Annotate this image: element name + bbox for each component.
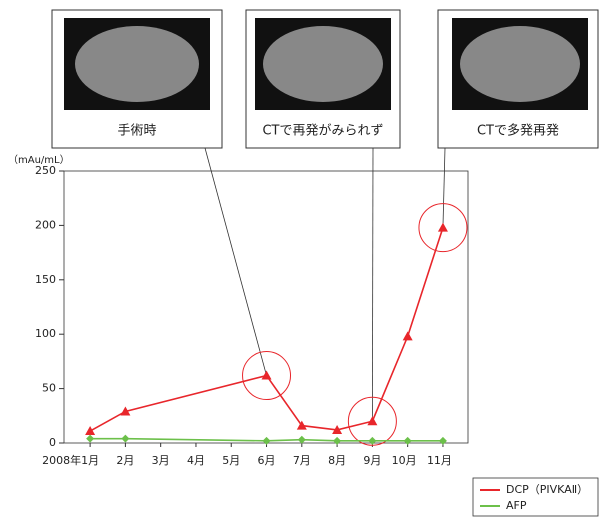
point bbox=[262, 371, 272, 380]
point bbox=[85, 426, 95, 435]
y-tick-label: 150 bbox=[35, 273, 56, 286]
series-line bbox=[90, 228, 443, 431]
x-tick-label: 7月 bbox=[293, 454, 311, 467]
leader-line bbox=[443, 148, 445, 228]
point bbox=[438, 223, 448, 232]
ct-image bbox=[75, 26, 199, 102]
legend-label: DCP（PIVKAⅡ） bbox=[506, 483, 588, 496]
y-tick-label: 50 bbox=[42, 382, 56, 395]
ct-image bbox=[460, 26, 580, 102]
x-tick-label: 9月 bbox=[363, 454, 381, 467]
point bbox=[263, 437, 271, 445]
point bbox=[404, 437, 412, 445]
leader-line bbox=[205, 148, 267, 376]
y-tick-label: 250 bbox=[35, 164, 56, 177]
point bbox=[403, 331, 413, 340]
point bbox=[439, 437, 447, 445]
point bbox=[86, 435, 94, 443]
point bbox=[368, 437, 376, 445]
x-tick-label: 6月 bbox=[258, 454, 276, 467]
x-tick-label: 2008年1月 bbox=[42, 453, 99, 467]
annotation-text: 手術時 bbox=[117, 124, 156, 139]
chart: （mAu/mL） 0501001502002502008年1月2月3月4月5月6… bbox=[0, 0, 599, 517]
point bbox=[298, 436, 306, 444]
x-tick-label: 2月 bbox=[116, 454, 134, 467]
x-tick-label: 3月 bbox=[152, 454, 170, 467]
leader-line bbox=[372, 148, 373, 421]
legend-label: AFP bbox=[506, 499, 527, 512]
point bbox=[333, 437, 341, 445]
plot-frame bbox=[64, 171, 468, 443]
ct-image bbox=[263, 26, 383, 102]
x-tick-label: 8月 bbox=[328, 454, 346, 467]
x-tick-label: 4月 bbox=[187, 454, 205, 467]
x-tick-label: 5月 bbox=[222, 454, 240, 467]
annotation-text: CTで再発がみられず bbox=[262, 124, 383, 139]
x-tick-label: 10月 bbox=[392, 454, 417, 467]
y-tick-label: 0 bbox=[49, 436, 56, 449]
y-tick-label: 100 bbox=[35, 327, 56, 340]
point bbox=[121, 435, 129, 443]
y-tick-label: 200 bbox=[35, 218, 56, 231]
x-tick-label: 11月 bbox=[427, 454, 452, 467]
point bbox=[367, 416, 377, 425]
annotation-text: CTで多発再発 bbox=[477, 123, 559, 139]
